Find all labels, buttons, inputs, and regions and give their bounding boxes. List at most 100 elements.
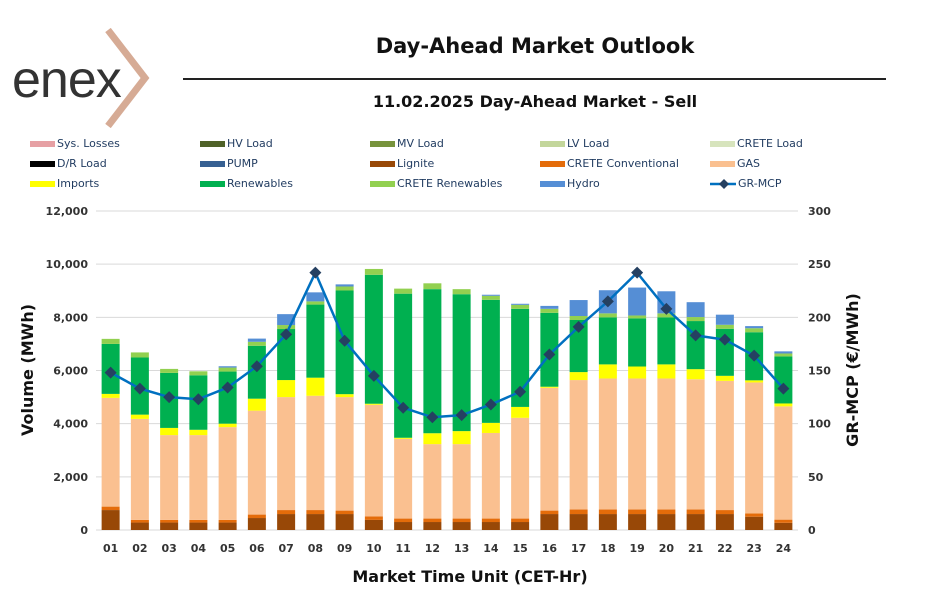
bar-segment-gas — [160, 435, 179, 520]
bar-segment-crete-renewables — [306, 301, 325, 305]
bar-segment-hydro — [247, 338, 266, 342]
bar-segment-imports — [160, 427, 179, 436]
bar-segment-crete-conventional — [715, 510, 734, 515]
bar-segment-renewables — [511, 308, 530, 407]
bar-segment-imports — [598, 364, 617, 379]
bar-segment-gas — [628, 378, 647, 510]
legend-label: MV Load — [397, 137, 444, 150]
bar-segment-lignite — [598, 514, 617, 530]
y-tick-label: 2,000 — [53, 471, 88, 484]
bar-segment-crete-renewables — [364, 268, 383, 275]
bar-segment-gas — [774, 406, 793, 520]
x-tick-label: 02 — [132, 542, 147, 555]
y2-axis-title: GR-MCP (€/MWh) — [843, 293, 862, 447]
bar-segment-crete-renewables — [394, 288, 413, 294]
mcp-point-01 — [104, 366, 117, 379]
legend-swatch-icon — [30, 140, 55, 147]
bar-segment-crete-renewables — [335, 286, 354, 291]
mcp-point-24 — [777, 382, 790, 395]
bar-segment-lignite — [160, 522, 179, 530]
bar-segment-lignite — [657, 514, 676, 530]
mcp-point-06 — [250, 360, 263, 373]
x-tick-label: 22 — [717, 542, 732, 555]
bar-stack-12 — [423, 283, 442, 530]
bar-segment-lignite — [394, 522, 413, 530]
bar-segment-imports — [686, 369, 705, 380]
mcp-point-17 — [572, 320, 585, 333]
bar-segment-hydro — [511, 303, 530, 305]
legend-swatch-icon — [370, 160, 395, 167]
bar-segment-lignite — [335, 514, 354, 530]
bar-segment-hydro — [745, 326, 764, 329]
logo-chevron-icon — [105, 28, 150, 128]
bar-segment-lignite — [423, 522, 442, 530]
bar-segment-imports — [715, 375, 734, 381]
mcp-point-04 — [192, 393, 205, 406]
bar-segment-gas — [715, 380, 734, 511]
bar-segment-gas — [364, 404, 383, 517]
bar-segment-imports — [481, 422, 500, 433]
bar-segment-lignite — [540, 514, 559, 530]
bar-segment-crete-conventional — [335, 510, 354, 515]
mcp-point-12 — [426, 411, 439, 424]
mcp-point-14 — [484, 398, 497, 411]
bar-segment-hydro — [569, 300, 588, 317]
legend-swatch-icon — [370, 140, 395, 147]
legend-item-crete-load: CRETE Load — [710, 137, 803, 150]
bar-segment-crete-conventional — [481, 518, 500, 523]
bar-segment-crete-renewables — [277, 325, 296, 330]
x-tick-label: 24 — [776, 542, 792, 555]
bar-segment-renewables — [423, 289, 442, 434]
bar-segment-imports — [452, 431, 471, 445]
mcp-point-16 — [543, 348, 556, 361]
bar-segment-lignite — [130, 522, 149, 530]
legend-label: Imports — [57, 177, 100, 190]
x-tick-label: 06 — [249, 542, 265, 555]
bar-segment-lignite — [218, 522, 237, 530]
legend-label: LV Load — [567, 137, 610, 150]
bar-segment-gas — [423, 444, 442, 519]
logo-text: enex — [12, 51, 122, 109]
bar-stack-19 — [628, 287, 647, 530]
x-tick-label: 05 — [220, 542, 235, 555]
y2-tick-label: 100 — [808, 418, 831, 431]
legend-item-sys-losses: Sys. Losses — [30, 137, 120, 150]
legend-label: GAS — [737, 157, 761, 170]
bar-segment-renewables — [394, 293, 413, 438]
bar-segment-crete-conventional — [189, 519, 208, 523]
legend-label: CRETE Load — [737, 137, 803, 150]
legend-swatch-icon — [540, 180, 565, 187]
bar-segment-crete-renewables — [511, 304, 530, 309]
bar-segment-crete-conventional — [686, 509, 705, 515]
bar-segment-imports — [189, 429, 208, 436]
bar-segment-gas — [277, 397, 296, 511]
bar-segment-renewables — [628, 318, 647, 367]
bar-segment-hydro — [774, 351, 793, 354]
title-divider — [183, 78, 886, 80]
bar-segment-renewables — [569, 319, 588, 373]
legend-item-lignite: Lignite — [370, 157, 434, 170]
legend-item-gas: GAS — [710, 157, 760, 170]
bar-stack-24 — [774, 351, 793, 530]
bar-stack-08 — [306, 292, 325, 530]
bar-segment-gas — [218, 427, 237, 520]
bar-segment-imports — [130, 414, 149, 419]
bar-stack-03 — [160, 368, 179, 530]
x-tick-label: 07 — [278, 542, 293, 555]
bar-segment-gas — [306, 395, 325, 511]
bar-segment-gas — [511, 417, 530, 519]
legend-item-crete-renewables: CRETE Renewables — [370, 177, 502, 190]
bar-segment-crete-renewables — [745, 328, 764, 333]
mcp-point-13 — [455, 409, 468, 422]
bar-segment-crete-conventional — [364, 516, 383, 520]
bar-segment-gas — [101, 397, 120, 507]
x-tick-label: 01 — [103, 542, 118, 555]
legend-swatch-icon — [370, 180, 395, 187]
bar-segment-renewables — [657, 317, 676, 365]
x-tick-label: 03 — [161, 542, 176, 555]
bar-segment-imports — [394, 437, 413, 439]
bar-segment-lignite — [364, 519, 383, 530]
bar-segment-hydro — [715, 314, 734, 325]
bar-segment-lignite — [277, 514, 296, 530]
bar-segment-renewables — [306, 304, 325, 378]
